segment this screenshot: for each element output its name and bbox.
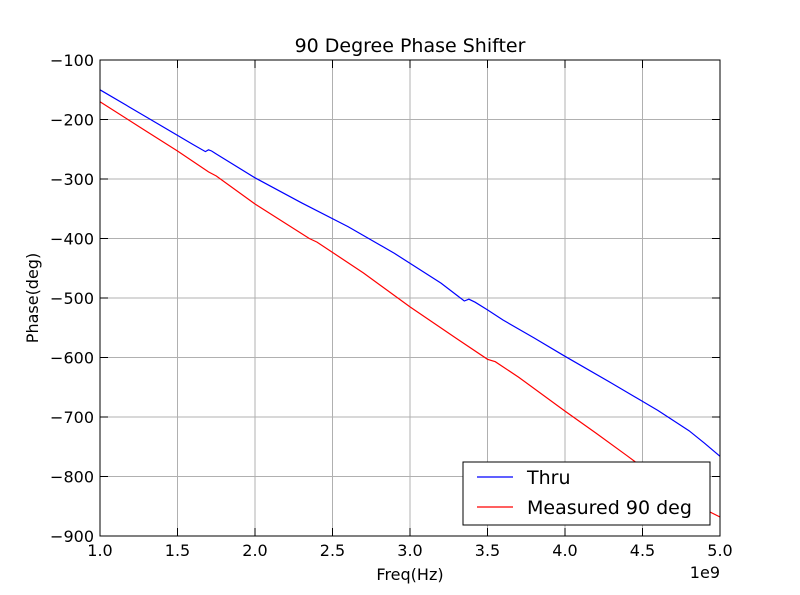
- y-tick-label: −400: [50, 230, 94, 249]
- axis-ticks: 1.0 1.5 2.0 2.5 3.0 3.5 4.0 4.5 5.0 −900 −800 −700 −…: [50, 51, 733, 560]
- legend-box: [462, 461, 711, 526]
- series-line-measured-90-deg: [99, 101, 721, 518]
- y-tick-label: −500: [50, 289, 94, 308]
- legend: Thru Measured 90 deg: [462, 461, 711, 526]
- legend-label-thru: Thru: [526, 467, 571, 489]
- x-tick-label: 1.0: [87, 541, 112, 560]
- series-line-thru: [99, 89, 721, 457]
- plot-series-group: [99, 89, 721, 518]
- y-tick-label: −100: [50, 51, 94, 70]
- y-tick-label: −200: [50, 111, 94, 130]
- x-tick-label: 3.0: [397, 541, 422, 560]
- y-tick-label: −600: [50, 349, 94, 368]
- x-tick-label: 4.0: [552, 541, 577, 560]
- x-axis-offset-label: 1e9: [690, 563, 720, 582]
- y-tick-label: −900: [50, 527, 94, 546]
- x-tick-label: 5.0: [707, 541, 732, 560]
- y-tick-label: −300: [50, 170, 94, 189]
- legend-label-measured: Measured 90 deg: [527, 497, 692, 519]
- y-tick-label: −700: [50, 408, 94, 427]
- x-tick-label: 4.5: [630, 541, 655, 560]
- chart-title: 90 Degree Phase Shifter: [295, 35, 526, 57]
- x-tick-label: 1.5: [165, 541, 190, 560]
- x-tick-label: 2.0: [242, 541, 267, 560]
- x-tick-label: 2.5: [320, 541, 345, 560]
- x-tick-label: 3.5: [475, 541, 500, 560]
- x-axis-label: Freq(Hz): [376, 565, 443, 584]
- y-axis-label: Phase(deg): [23, 253, 42, 343]
- y-tick-label: −800: [50, 468, 94, 487]
